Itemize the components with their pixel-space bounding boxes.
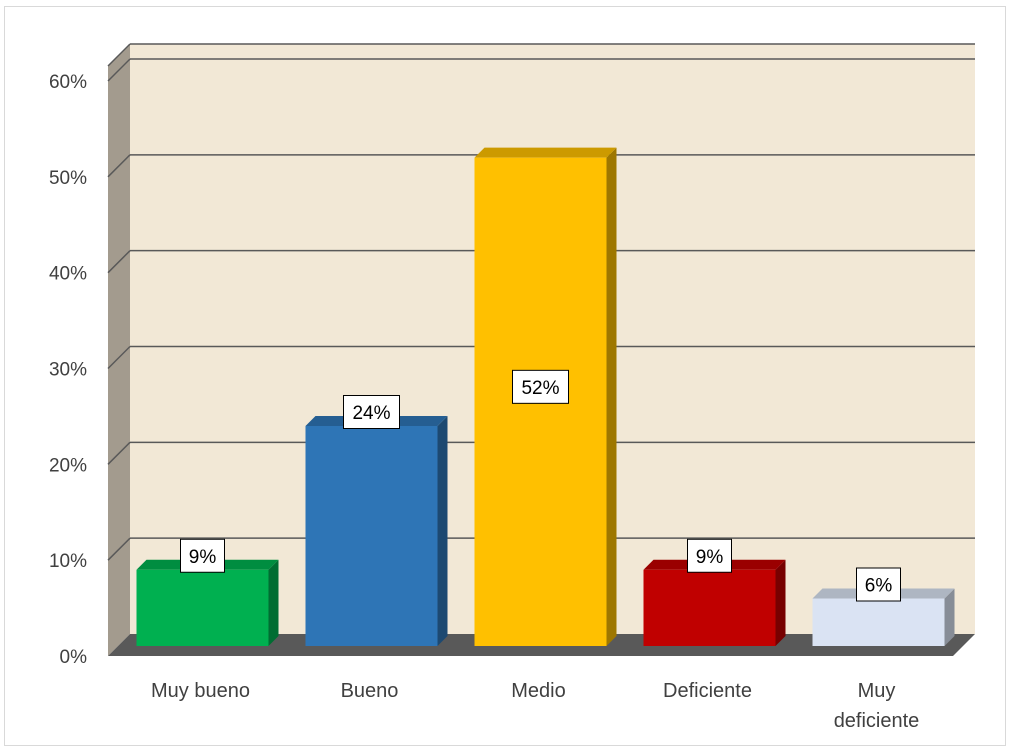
gridline-side: [107, 537, 131, 561]
y-tick-label: 30%: [49, 360, 87, 381]
x-category-label: Muy bueno: [151, 680, 250, 702]
x-category-label: deficiente: [834, 710, 920, 732]
bar-side: [944, 588, 955, 646]
bar-side: [775, 559, 786, 646]
data-label: 6%: [865, 576, 893, 597]
x-category-label: Muy: [858, 680, 896, 702]
data-label: 52%: [521, 378, 559, 399]
bar-muy-deficiente: [812, 598, 945, 646]
gridline-side: [107, 345, 131, 370]
y-tick-label: 0%: [60, 647, 88, 668]
y-tick-label: 40%: [49, 264, 87, 285]
y-tick-label: 10%: [49, 551, 87, 572]
x-category-label: Deficiente: [663, 680, 752, 702]
x-category-label: Medio: [511, 680, 565, 702]
bar-side: [437, 416, 448, 646]
bar-muy-bueno: [136, 569, 269, 646]
data-label-box: [180, 538, 225, 573]
x-category-label: Bueno: [341, 680, 399, 702]
bar-bueno: [305, 426, 438, 646]
data-label-box: [687, 538, 732, 573]
bar-side: [268, 559, 279, 646]
data-label-box: [343, 395, 400, 429]
data-label: 24%: [352, 403, 390, 424]
y-tick-label: 60%: [49, 72, 87, 93]
data-label: 9%: [189, 547, 217, 568]
gridline-side: [107, 58, 131, 82]
y-tick-label: 20%: [49, 455, 87, 476]
data-label-box: [512, 369, 569, 404]
bar-deficiente: [643, 569, 776, 646]
gridline-side: [107, 154, 131, 178]
side-wall: [108, 44, 130, 656]
gridline-side: [107, 441, 131, 465]
gridline-top-side: [107, 43, 131, 67]
y-tick-label: 50%: [49, 168, 87, 189]
data-label: 9%: [696, 547, 724, 568]
bar-side: [606, 147, 617, 646]
bar-top: [474, 147, 617, 158]
data-label-box: [856, 567, 901, 602]
gridline-side: [107, 250, 131, 274]
